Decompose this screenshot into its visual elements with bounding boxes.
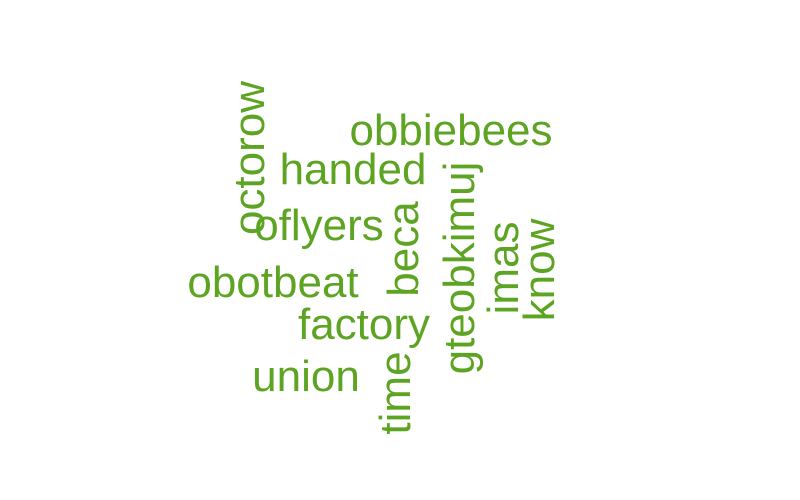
word-octorow: octorow bbox=[225, 80, 274, 236]
word-oflyers: oflyers bbox=[254, 201, 384, 250]
word-beca: beca bbox=[379, 201, 428, 297]
word-factory: factory bbox=[297, 300, 431, 349]
word-obotbeat: obotbeat bbox=[187, 258, 359, 307]
word-know: know bbox=[515, 218, 564, 322]
word-union: union bbox=[252, 352, 360, 401]
word-handed: handed bbox=[279, 145, 427, 194]
word-gteobkimuj: gteobkimuj bbox=[435, 161, 484, 375]
word-time: time bbox=[371, 351, 420, 435]
word-obbiebees: obbiebees bbox=[349, 106, 553, 155]
